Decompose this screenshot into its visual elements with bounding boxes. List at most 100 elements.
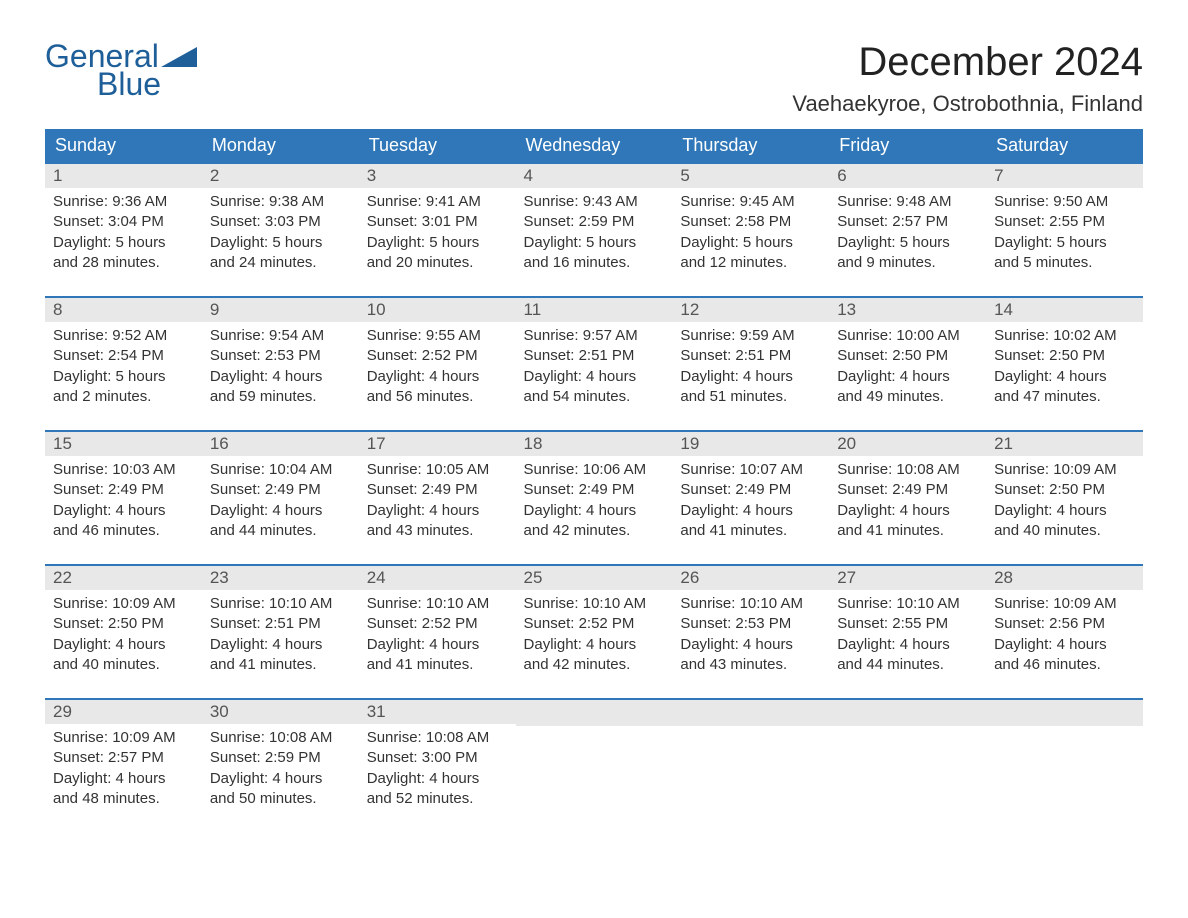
sunset-line: Sunset: 2:49 PM: [53, 480, 194, 500]
sunrise-line: Sunrise: 10:00 AM: [837, 326, 978, 346]
day-number: 10: [359, 298, 516, 322]
daylight-line: Daylight: 5 hoursand 12 minutes.: [680, 233, 821, 274]
sunrise-line: Sunrise: 9:38 AM: [210, 192, 351, 212]
day-number: 7: [986, 164, 1143, 188]
weekday-header: Saturday: [986, 129, 1143, 163]
day-number: 29: [45, 700, 202, 724]
day-cell: 27Sunrise: 10:10 AMSunset: 2:55 PMDaylig…: [829, 565, 986, 699]
day-cell: 8Sunrise: 9:52 AMSunset: 2:54 PMDaylight…: [45, 297, 202, 431]
daylight-line: Daylight: 4 hoursand 41 minutes.: [680, 501, 821, 542]
week-row: 29 Sunrise: 10:09 AMSunset: 2:57 PM Daylig…: [45, 699, 1143, 832]
sunset-line: Sunset: 2:55 PM: [994, 212, 1135, 232]
sunrise-line: Sunrise: 10:09 AM: [53, 728, 194, 748]
day-body: Sunrise: 10:10 AMSunset: 2:55 PMDaylight…: [829, 590, 986, 683]
sunset-line: Sunset: 2:56 PM: [994, 614, 1135, 634]
day-cell: 5Sunrise: 9:45 AMSunset: 2:58 PMDaylight…: [672, 163, 829, 297]
day-body: Sunrise: 9:45 AMSunset: 2:58 PMDaylight:…: [672, 188, 829, 281]
sunset-line: Sunset: 2:57 PM: [837, 212, 978, 232]
sunrise-line: Sunrise: 9:43 AM: [524, 192, 665, 212]
sunset-line: Sunset: 2:49 PM: [837, 480, 978, 500]
sunset-line: Sunset: 3:01 PM: [367, 212, 508, 232]
day-number: 6: [829, 164, 986, 188]
weekday-header: Sunday: [45, 129, 202, 163]
day-number: 4: [516, 164, 673, 188]
day-cell: 11Sunrise: 9:57 AMSunset: 2:51 PMDayligh…: [516, 297, 673, 431]
sunrise-line: Sunrise: 9:52 AM: [53, 326, 194, 346]
day-body: Sunrise: 10:08 AMSunset: 3:00 PMDaylight…: [359, 724, 516, 817]
sunset-line: Sunset: 2:51 PM: [210, 614, 351, 634]
day-number: 24: [359, 566, 516, 590]
sunrise-line: Sunrise: 9:57 AM: [524, 326, 665, 346]
day-cell: [516, 699, 673, 832]
daylight-line: Daylight: 4 hoursand 44 minutes.: [837, 635, 978, 676]
daylight-line: Daylight: 4 hoursand 41 minutes.: [367, 635, 508, 676]
daylight-line: Daylight: 4 hoursand 52 minutes.: [367, 769, 508, 810]
sunrise-line: Sunrise: 9:55 AM: [367, 326, 508, 346]
day-cell: 28Sunrise: 10:09 AMSunset: 2:56 PMDaylig…: [986, 565, 1143, 699]
sunrise-line: Sunrise: 10:02 AM: [994, 326, 1135, 346]
week-row: 15Sunrise: 10:03 AMSunset: 2:49 PMDaylig…: [45, 431, 1143, 565]
day-number: 23: [202, 566, 359, 590]
sunset-line: Sunset: 2:52 PM: [367, 614, 508, 634]
day-body: Sunrise: 9:59 AMSunset: 2:51 PMDaylight:…: [672, 322, 829, 415]
daylight-line: Daylight: 5 hoursand 2 minutes.: [53, 367, 194, 408]
day-cell: 3Sunrise: 9:41 AMSunset: 3:01 PMDaylight…: [359, 163, 516, 297]
day-cell: 23Sunrise: 10:10 AMSunset: 2:51 PMDaylig…: [202, 565, 359, 699]
day-number: 19: [672, 432, 829, 456]
week-row: 22Sunrise: 10:09 AMSunset: 2:50 PMDaylig…: [45, 565, 1143, 699]
sunrise-line: Sunrise: 9:41 AM: [367, 192, 508, 212]
daylight-line: Daylight: 4 hoursand 43 minutes.: [367, 501, 508, 542]
day-number: 3: [359, 164, 516, 188]
day-cell: 18Sunrise: 10:06 AMSunset: 2:49 PMDaylig…: [516, 431, 673, 565]
day-number: [986, 700, 1143, 726]
sunset-line: Sunset: 2:50 PM: [994, 480, 1135, 500]
sunset-line: Sunset: 3:03 PM: [210, 212, 351, 232]
daylight-line: Daylight: 4 hoursand 46 minutes.: [994, 635, 1135, 676]
day-number: 13: [829, 298, 986, 322]
day-cell: 12Sunrise: 9:59 AMSunset: 2:51 PMDayligh…: [672, 297, 829, 431]
day-body: Sunrise: 10:10 AMSunset: 2:52 PMDaylight…: [516, 590, 673, 683]
week-row: 8Sunrise: 9:52 AMSunset: 2:54 PMDaylight…: [45, 297, 1143, 431]
day-number: 12: [672, 298, 829, 322]
daylight-line: Daylight: 5 hoursand 9 minutes.: [837, 233, 978, 274]
daylight-line: Daylight: 4 hoursand 51 minutes.: [680, 367, 821, 408]
day-cell: 25Sunrise: 10:10 AMSunset: 2:52 PMDaylig…: [516, 565, 673, 699]
day-cell: 13Sunrise: 10:00 AMSunset: 2:50 PMDaylig…: [829, 297, 986, 431]
sunset-line: Sunset: 2:51 PM: [680, 346, 821, 366]
daylight-line: Daylight: 4 hoursand 43 minutes.: [680, 635, 821, 676]
day-cell: 14Sunrise: 10:02 AMSunset: 2:50 PMDaylig…: [986, 297, 1143, 431]
day-number: 22: [45, 566, 202, 590]
day-cell: 19Sunrise: 10:07 AMSunset: 2:49 PMDaylig…: [672, 431, 829, 565]
day-body: Sunrise: 10:10 AMSunset: 2:52 PMDaylight…: [359, 590, 516, 683]
day-body: Sunrise: 9:52 AMSunset: 2:54 PMDaylight:…: [45, 322, 202, 415]
daylight-line: Daylight: 5 hoursand 5 minutes.: [994, 233, 1135, 274]
weekday-header-row: Sunday Monday Tuesday Wednesday Thursday…: [45, 129, 1143, 163]
day-number: 30: [202, 700, 359, 724]
daylight-line: Daylight: 4 hoursand 46 minutes.: [53, 501, 194, 542]
sunset-line: Sunset: 2:57 PM: [53, 748, 194, 768]
day-number: 20: [829, 432, 986, 456]
daylight-line: Daylight: 5 hoursand 16 minutes.: [524, 233, 665, 274]
sunrise-line: Sunrise: 10:09 AM: [53, 594, 194, 614]
day-number: 18: [516, 432, 673, 456]
sunset-line: Sunset: 2:51 PM: [524, 346, 665, 366]
sunrise-line: Sunrise: 10:10 AM: [524, 594, 665, 614]
day-number: 1: [45, 164, 202, 188]
sunset-line: Sunset: 3:00 PM: [367, 748, 508, 768]
day-cell: 26Sunrise: 10:10 AMSunset: 2:53 PMDaylig…: [672, 565, 829, 699]
day-number: [672, 700, 829, 726]
day-number: 21: [986, 432, 1143, 456]
sunset-line: Sunset: 2:59 PM: [524, 212, 665, 232]
day-body: Sunrise: 10:10 AMSunset: 2:51 PMDaylight…: [202, 590, 359, 683]
logo-text-blue: Blue: [97, 68, 197, 100]
day-number: 27: [829, 566, 986, 590]
sunset-line: Sunset: 2:53 PM: [680, 614, 821, 634]
day-number: 17: [359, 432, 516, 456]
title-block: December 2024 Vaehaekyroe, Ostrobothnia,…: [792, 40, 1143, 117]
day-number: 31: [359, 700, 516, 724]
day-body: Sunrise: 10:09 AMSunset: 2:50 PMDaylight…: [45, 590, 202, 683]
day-cell: 30Sunrise: 10:08 AMSunset: 2:59 PMDaylig…: [202, 699, 359, 832]
sunset-line: Sunset: 2:58 PM: [680, 212, 821, 232]
day-body: [516, 726, 673, 738]
weekday-header: Wednesday: [516, 129, 673, 163]
